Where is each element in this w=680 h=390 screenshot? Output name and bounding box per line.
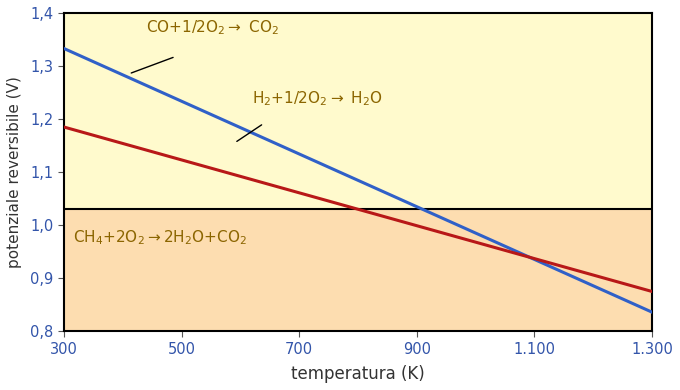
Y-axis label: potenziale reversibile (V): potenziale reversibile (V) [7, 76, 22, 268]
Text: H$_2$+1/2O$_2$$\rightarrow$ H$_2$O: H$_2$+1/2O$_2$$\rightarrow$ H$_2$O [252, 90, 383, 108]
Bar [64, 13, 652, 209]
Bar [64, 209, 652, 332]
Text: CO+1/2O$_2$$\rightarrow$ CO$_2$: CO+1/2O$_2$$\rightarrow$ CO$_2$ [146, 18, 279, 37]
Text: CH$_4$+2O$_2$$\rightarrow$2H$_2$O+CO$_2$: CH$_4$+2O$_2$$\rightarrow$2H$_2$O+CO$_2$ [73, 228, 247, 246]
X-axis label: temperatura (K): temperatura (K) [291, 365, 425, 383]
